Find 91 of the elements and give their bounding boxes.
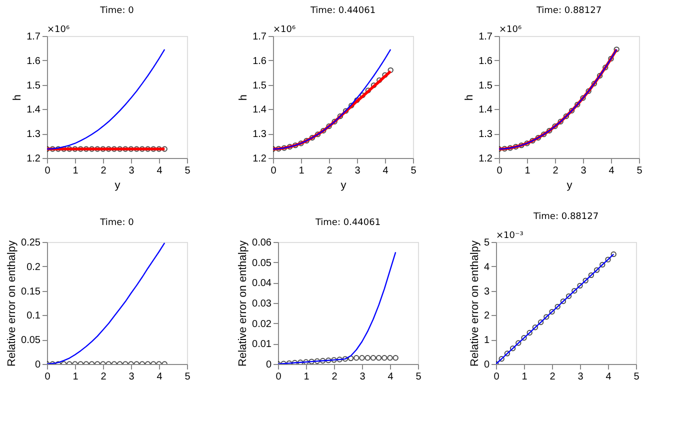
y-axis-title: h [12,94,24,101]
x-axis-title: y [114,180,121,192]
y-axis-title: h [464,94,476,101]
y-tick-label: 1 [484,335,490,346]
chart-title: Time: 0.88127 [532,212,599,222]
y-tick-label: 0.06 [252,238,272,248]
y-tick-label: 0 [266,360,272,370]
y-tick-label: 1.6 [26,56,41,67]
x-tick-label: 4 [606,372,612,382]
y-tick-label: 0.04 [252,278,272,290]
x-tick-label: 4 [382,166,389,176]
y-tick-label: 0 [34,360,41,370]
x-tick-label: 3 [580,166,587,176]
y-tick-label: 1.3 [252,129,267,140]
y-tick-label: 1.2 [26,154,41,164]
y-tick-label: 0.05 [21,335,41,346]
text: ×10⁻³ [496,231,524,241]
y-tick-label: 1.4 [26,104,41,116]
y-tick-label: 1.5 [252,80,267,92]
x-tick-label: 1 [72,166,79,176]
chart-title: Time: 0.88127 [535,6,602,16]
text: ×10⁶ [499,25,522,35]
y-tick-label: 1.7 [252,32,267,42]
x-tick-label: 1 [524,166,531,176]
x-tick-label: 3 [128,166,135,176]
y-tick-label: 1.4 [478,104,493,116]
y-tick-label: 1.3 [478,129,493,140]
y-tick-label: 1.5 [26,80,41,92]
y-tick-label: 0.1 [26,310,41,322]
x-tick-label: 2 [100,166,107,176]
x-tick-label: 5 [410,166,417,176]
chart-title: Time: 0.44061 [309,6,376,16]
y-tick-label: 1.6 [252,56,267,67]
x-tick-label: 3 [354,166,361,176]
y-axis-title: Relative error on enthalpy [6,240,18,366]
x-tick-label: 5 [184,372,191,382]
x-tick-label: 5 [634,372,640,382]
x-tick-label: 2 [100,372,107,382]
x-tick-label: 0 [496,166,503,176]
x-tick-label: 4 [608,166,615,176]
x-tick-label: 2 [326,166,333,176]
y-tick-label: 1.2 [252,154,267,164]
text: ×10⁶ [273,25,296,35]
y-axis-title: Relative error on enthalpy [468,240,481,366]
y-tick-label: 2 [484,310,490,322]
y-tick-label: 0.25 [21,238,41,248]
x-tick-label: 3 [128,372,135,382]
x-tick-label: 4 [156,166,163,176]
y-tick-label: 3 [484,286,490,298]
x-tick-label: 3 [578,372,584,382]
x-tick-label: 5 [636,166,643,176]
x-axis-title: y [566,180,573,192]
chart-title: Time: 0.44061 [314,218,381,228]
y-tick-label: 4 [484,262,490,273]
chart-title: Time: 0 [99,6,134,16]
y-tick-label: 1.2 [478,154,493,164]
y-tick-label: 1.7 [26,32,41,42]
y-axis-title: Relative error on enthalpy [237,240,250,366]
y-tick-label: 0.02 [252,318,272,330]
x-tick-label: 2 [552,166,559,176]
y-tick-label: 0 [484,360,490,370]
y-tick-label: 5 [484,238,490,248]
text: ×10⁶ [47,25,70,35]
x-tick-label: 0 [276,372,282,382]
x-tick-label: 3 [360,372,366,382]
y-axis-title: h [238,94,250,101]
x-tick-label: 0 [494,372,500,382]
chart-title: Time: 0 [99,218,134,228]
y-tick-label: 0.03 [252,298,272,310]
y-tick-label: 0.15 [21,286,41,298]
x-tick-label: 4 [388,372,394,382]
x-tick-label: 1 [298,166,305,176]
y-tick-label: 0.01 [252,339,272,350]
y-tick-label: 1.5 [478,80,493,92]
x-tick-label: 2 [550,372,556,382]
y-tick-label: 1.3 [26,129,41,140]
x-tick-label: 0 [44,166,51,176]
x-tick-label: 0 [44,372,51,382]
y-tick-label: 0.05 [252,258,272,269]
y-tick-label: 1.7 [478,32,493,42]
x-tick-label: 1 [522,372,528,382]
x-tick-label: 1 [304,372,310,382]
y-tick-label: 0.2 [26,262,41,273]
x-axis-title: y [340,180,347,192]
x-tick-label: 5 [184,166,191,176]
x-tick-label: 4 [156,372,163,382]
y-tick-label: 1.6 [478,56,493,67]
y-tick-label: 1.4 [252,104,267,116]
x-tick-label: 2 [332,372,338,382]
x-tick-label: 5 [416,372,422,382]
x-tick-label: 1 [72,372,79,382]
